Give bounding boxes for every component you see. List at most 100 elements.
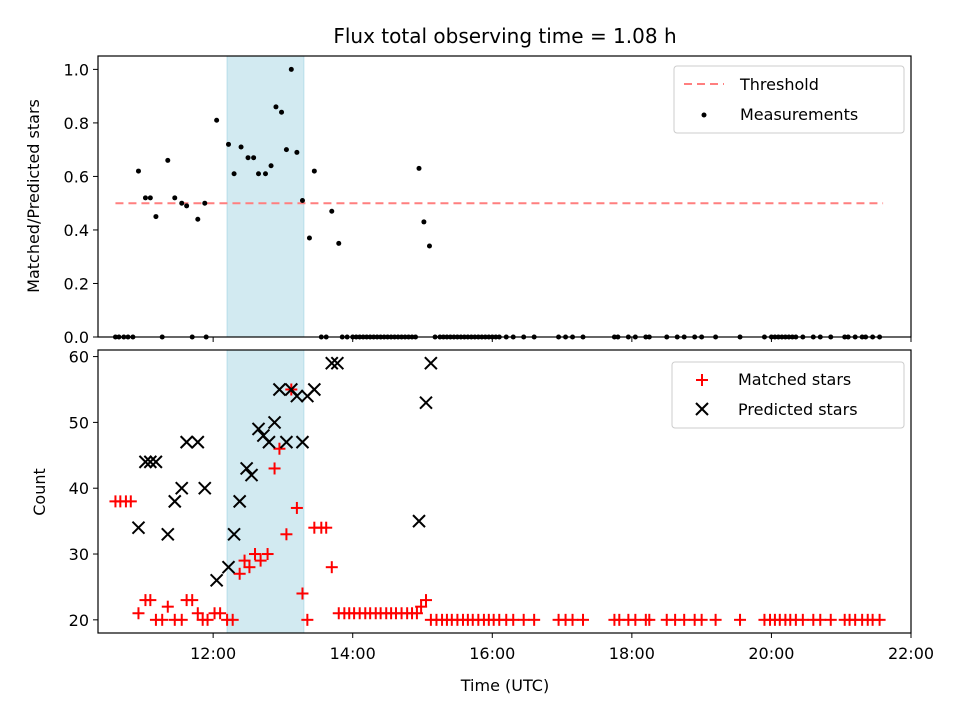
matched-star-point-11 bbox=[175, 613, 188, 626]
matched-star-point-90 bbox=[734, 613, 747, 626]
matched-star-points bbox=[109, 383, 886, 626]
chart-title: Flux total observing time = 1.08 h bbox=[333, 24, 676, 48]
top-y-tick-label-2: 0.4 bbox=[64, 221, 89, 240]
matched-star-point-33 bbox=[301, 613, 314, 626]
matched-star-point-23 bbox=[243, 561, 256, 574]
matched-star-point-86 bbox=[678, 613, 691, 626]
top-y-tick-label-1: 0.2 bbox=[64, 274, 89, 293]
measurement-point-7 bbox=[147, 195, 153, 201]
matched-star-point-71 bbox=[507, 613, 520, 626]
measurement-point-32 bbox=[299, 198, 305, 204]
matched-star-point-13 bbox=[186, 594, 199, 607]
measurement-point-22 bbox=[245, 155, 251, 161]
bottom-x-tick-label-1: 14:00 bbox=[330, 644, 376, 663]
matched-star-point-37 bbox=[325, 561, 338, 574]
matched-star-point-25 bbox=[254, 554, 267, 567]
predicted-star-point-27 bbox=[325, 356, 339, 370]
predicted-star-point-12 bbox=[227, 527, 241, 541]
predicted-star-point-13 bbox=[232, 494, 247, 509]
measurement-point-37 bbox=[329, 208, 335, 214]
matched-star-point-77 bbox=[577, 613, 590, 626]
top-y-tick-label-5: 1.0 bbox=[64, 60, 89, 79]
measurement-point-11 bbox=[172, 195, 178, 201]
measurement-point-29 bbox=[283, 147, 289, 153]
matched-star-point-36 bbox=[320, 521, 333, 534]
predicted-star-point-20 bbox=[272, 382, 287, 397]
predicted-star-point-9 bbox=[198, 481, 212, 495]
measurement-point-18 bbox=[214, 117, 220, 123]
predicted-star-point-14 bbox=[239, 461, 254, 476]
predicted-star-point-29 bbox=[412, 514, 426, 528]
matched-star-point-14 bbox=[191, 607, 204, 620]
top-x-ticks bbox=[212, 337, 912, 342]
measurement-point-12 bbox=[179, 200, 185, 206]
top-y-tick-label-0: 0.0 bbox=[64, 328, 89, 347]
bottom-y-axis-label: Count bbox=[30, 468, 49, 516]
matched-star-point-98 bbox=[796, 613, 809, 626]
predicted-star-point-16 bbox=[251, 422, 266, 436]
legend-measurements-swatch bbox=[701, 112, 707, 118]
legend-measurements-label: Measurements bbox=[740, 105, 858, 124]
matched-star-point-83 bbox=[643, 613, 656, 626]
matched-star-point-24 bbox=[249, 548, 262, 561]
predicted-star-point-5 bbox=[168, 494, 182, 509]
predicted-star-point-31 bbox=[424, 356, 438, 370]
predicted-star-point-8 bbox=[191, 435, 205, 449]
bottom-x-tick-label-4: 20:00 bbox=[748, 644, 794, 663]
predicted-star-point-24 bbox=[295, 435, 310, 449]
x-axis-label: Time (UTC) bbox=[460, 676, 549, 695]
measurement-point-21 bbox=[238, 144, 244, 150]
bottom-x-ticks: 12:00 14:00 16:00 18:00 20:00 22:00 bbox=[190, 633, 934, 663]
bottom-x-tick-label-5: 22:00 bbox=[888, 644, 934, 663]
measurement-point-33 bbox=[306, 235, 312, 241]
matched-star-point-8 bbox=[156, 613, 169, 626]
bottom-y-ticks: 20 30 40 50 60 bbox=[69, 348, 98, 630]
matched-star-point-88 bbox=[695, 613, 708, 626]
measurement-point-30 bbox=[288, 66, 294, 72]
top-axes-frame bbox=[97, 55, 912, 338]
measurement-point-20 bbox=[231, 171, 237, 177]
measurement-point-60 bbox=[416, 165, 422, 171]
predicted-star-point-6 bbox=[175, 481, 189, 495]
measurement-point-23 bbox=[251, 155, 257, 161]
bottom-x-tick-label-0: 12:00 bbox=[190, 644, 236, 663]
predicted-star-point-15 bbox=[244, 468, 259, 482]
legend-predicted-label: Predicted stars bbox=[738, 400, 858, 419]
measurement-point-27 bbox=[273, 104, 279, 110]
measurement-point-24 bbox=[256, 171, 262, 177]
matched-star-point-26 bbox=[261, 548, 274, 561]
top-highlight-span bbox=[226, 55, 305, 338]
bottom-y-tick-label-1: 30 bbox=[69, 545, 89, 564]
measurement-point-38 bbox=[336, 240, 342, 246]
matched-star-point-72 bbox=[517, 613, 530, 626]
measurement-point-28 bbox=[279, 109, 285, 115]
measurement-point-8 bbox=[153, 214, 159, 220]
predicted-star-point-18 bbox=[262, 435, 276, 449]
matched-star-point-29 bbox=[280, 528, 293, 541]
bottom-y-tick-label-3: 50 bbox=[69, 413, 89, 432]
matched-star-point-101 bbox=[824, 613, 837, 626]
predicted-star-points bbox=[131, 356, 438, 588]
predicted-star-point-30 bbox=[419, 395, 433, 410]
top-panel: 0.0 0.2 0.4 0.6 0.8 1.0 Matched/Predicted sta… bbox=[24, 55, 912, 347]
predicted-star-point-11 bbox=[221, 560, 236, 574]
matched-star-point-16 bbox=[201, 613, 214, 626]
predicted-star-point-7 bbox=[179, 435, 194, 449]
legend-matched-label: Matched stars bbox=[738, 370, 851, 389]
matched-star-point-76 bbox=[566, 613, 579, 626]
matched-star-point-100 bbox=[814, 613, 827, 626]
measurement-point-5 bbox=[135, 168, 141, 174]
matched-star-point-3 bbox=[124, 495, 137, 508]
matched-star-point-4 bbox=[132, 607, 145, 620]
matched-star-point-27 bbox=[268, 462, 281, 475]
top-y-tick-label-4: 0.8 bbox=[64, 114, 89, 133]
predicted-star-point-2 bbox=[143, 455, 158, 469]
predicted-star-point-21 bbox=[279, 435, 294, 449]
matched-star-point-20 bbox=[226, 613, 239, 626]
bottom-y-tick-label-2: 40 bbox=[69, 479, 89, 498]
bottom-legend-box bbox=[671, 361, 905, 429]
measurement-point-13 bbox=[184, 203, 190, 209]
matched-star-point-21 bbox=[233, 567, 246, 580]
predicted-star-point-1 bbox=[138, 455, 153, 469]
predicted-star-point-26 bbox=[307, 382, 322, 397]
